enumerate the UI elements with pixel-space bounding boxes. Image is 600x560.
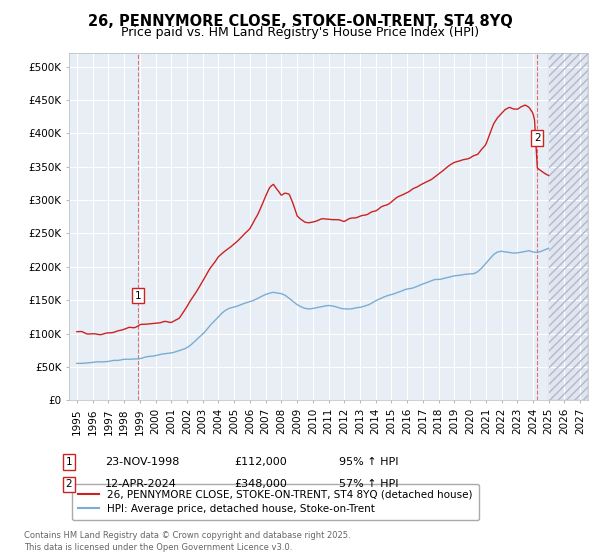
Text: £348,000: £348,000	[234, 479, 287, 489]
Text: 2: 2	[534, 133, 541, 143]
Text: 23-NOV-1998: 23-NOV-1998	[105, 457, 179, 467]
Legend: 26, PENNYMORE CLOSE, STOKE-ON-TRENT, ST4 8YQ (detached house), HPI: Average pric: 26, PENNYMORE CLOSE, STOKE-ON-TRENT, ST4…	[71, 483, 479, 520]
Text: 95% ↑ HPI: 95% ↑ HPI	[339, 457, 398, 467]
Text: £112,000: £112,000	[234, 457, 287, 467]
Text: 26, PENNYMORE CLOSE, STOKE-ON-TRENT, ST4 8YQ: 26, PENNYMORE CLOSE, STOKE-ON-TRENT, ST4…	[88, 14, 512, 29]
Text: 12-APR-2024: 12-APR-2024	[105, 479, 177, 489]
Text: Price paid vs. HM Land Registry's House Price Index (HPI): Price paid vs. HM Land Registry's House …	[121, 26, 479, 39]
Text: 1: 1	[135, 291, 142, 301]
Text: Contains HM Land Registry data © Crown copyright and database right 2025.
This d: Contains HM Land Registry data © Crown c…	[24, 531, 350, 552]
Text: 1: 1	[65, 457, 73, 467]
Text: 57% ↑ HPI: 57% ↑ HPI	[339, 479, 398, 489]
Text: 2: 2	[65, 479, 73, 489]
